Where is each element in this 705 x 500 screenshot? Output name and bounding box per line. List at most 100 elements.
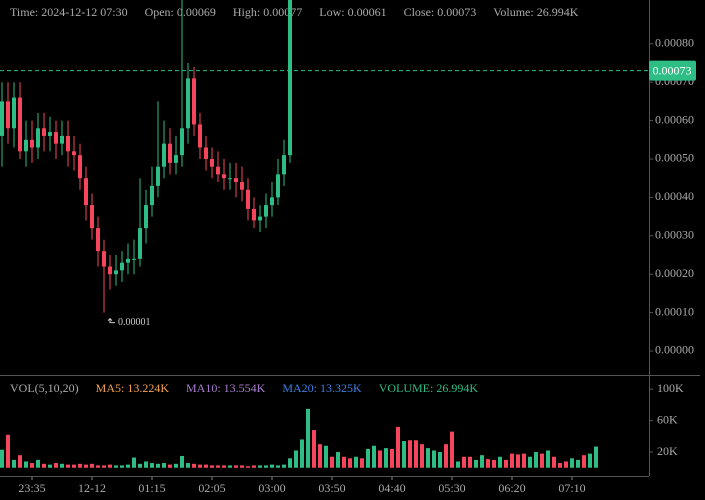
- v-tick-label: 100K: [657, 381, 684, 395]
- volume-bar: [48, 464, 52, 468]
- volume-bar: [150, 463, 154, 468]
- volume-bar: [312, 430, 316, 468]
- volume-bar: [480, 455, 484, 468]
- volume-bar: [450, 431, 454, 468]
- x-tick-label: 02:05: [198, 481, 225, 495]
- volume-bar: [582, 455, 586, 468]
- volume-bar: [486, 459, 490, 468]
- volume-bar: [318, 444, 322, 468]
- volume-bar: [474, 459, 478, 468]
- volume-bar: [270, 464, 274, 468]
- candle-body: [216, 166, 220, 175]
- volume-bar: [552, 456, 556, 468]
- volume-bar: [456, 461, 460, 468]
- y-tick-label: 0.00000: [655, 343, 694, 357]
- x-tick-label: 23:35: [18, 481, 45, 495]
- candle-body: [48, 132, 52, 136]
- volume-bar: [102, 465, 106, 468]
- volume-bar: [426, 448, 430, 468]
- candle-body: [282, 155, 286, 175]
- candle-body: [12, 97, 16, 129]
- candle-body: [258, 216, 262, 221]
- candle-body: [144, 205, 148, 229]
- candle-body: [288, 0, 292, 156]
- volume-bar: [390, 448, 394, 468]
- x-tick-label: 03:50: [318, 481, 345, 495]
- candle-body: [210, 158, 214, 167]
- volume-bar: [138, 463, 142, 468]
- volume-bar: [228, 465, 232, 468]
- candle-body: [72, 151, 76, 156]
- volume-bar: [540, 453, 544, 468]
- candle-body: [192, 78, 196, 125]
- volume-bar: [198, 464, 202, 468]
- volume-bar: [204, 464, 208, 468]
- candle-body: [6, 101, 10, 129]
- volume-bar: [594, 446, 598, 468]
- x-tick-label: 04:40: [378, 481, 405, 495]
- volume-bar: [360, 458, 364, 468]
- candle-body: [138, 228, 142, 259]
- volume-bar: [492, 459, 496, 468]
- volume-bar: [78, 463, 82, 468]
- candle-body: [60, 135, 64, 144]
- volume-bar: [402, 441, 406, 468]
- candle-body: [198, 124, 202, 148]
- candle-body: [132, 258, 136, 260]
- candle-body: [18, 97, 22, 152]
- y-tick-label: 0.00040: [655, 189, 694, 203]
- volume-bar: [18, 455, 22, 468]
- volume-bar: [66, 464, 70, 468]
- candle-body: [270, 197, 274, 206]
- volume-bar: [264, 465, 268, 468]
- x-tick-label: 03:00: [258, 481, 285, 495]
- volume-bar: [366, 448, 370, 468]
- volume-bar: [60, 463, 64, 468]
- volume-bar: [438, 452, 442, 468]
- indicator-label: MA10: 13.554K: [186, 381, 266, 395]
- x-tick-label: 06:20: [498, 481, 525, 495]
- x-tick-label: 01:15: [138, 481, 165, 495]
- volume-bar: [246, 466, 250, 468]
- volume-bar: [120, 465, 124, 468]
- indicator-label: VOL(5,10,20): [10, 381, 79, 395]
- candle-body: [252, 208, 256, 221]
- volume-bar: [468, 456, 472, 468]
- volume-bar: [372, 445, 376, 468]
- y-tick-label: 0.00010: [655, 304, 694, 318]
- candle-body: [0, 101, 4, 136]
- candle-body: [66, 135, 70, 152]
- volume-bar: [216, 465, 220, 468]
- header-text: Volume: 26.994K: [493, 5, 578, 19]
- low-arrow: [107, 317, 115, 324]
- volume-bar: [300, 439, 304, 468]
- volume-bar: [156, 463, 160, 468]
- header-text: Close: 0.00073: [404, 5, 477, 19]
- candle-body: [36, 128, 40, 148]
- volume-bar: [378, 450, 382, 468]
- y-tick-label: 0.00050: [655, 151, 694, 165]
- candle-body: [264, 205, 268, 217]
- indicator-label: MA20: 13.325K: [282, 381, 362, 395]
- candle-body: [168, 143, 172, 163]
- volume-bar: [54, 463, 58, 468]
- volume-bar: [114, 465, 118, 468]
- indicator-label: VOLUME: 26.994K: [379, 381, 479, 395]
- volume-bar: [108, 464, 112, 468]
- x-tick-label: 07:10: [558, 481, 585, 495]
- volume-bar: [24, 461, 28, 468]
- volume-bar: [288, 458, 292, 468]
- candle-body: [174, 155, 178, 163]
- candle-body: [234, 178, 238, 183]
- volume-bar: [570, 458, 574, 468]
- volume-bar: [30, 463, 34, 468]
- volume-bar: [84, 464, 88, 468]
- volume-bar: [498, 456, 502, 468]
- candle-body: [78, 155, 82, 179]
- candle-body: [240, 182, 244, 190]
- header-text: Low: 0.00061: [319, 5, 386, 19]
- volume-bar: [6, 434, 10, 468]
- candle-body: [54, 132, 58, 144]
